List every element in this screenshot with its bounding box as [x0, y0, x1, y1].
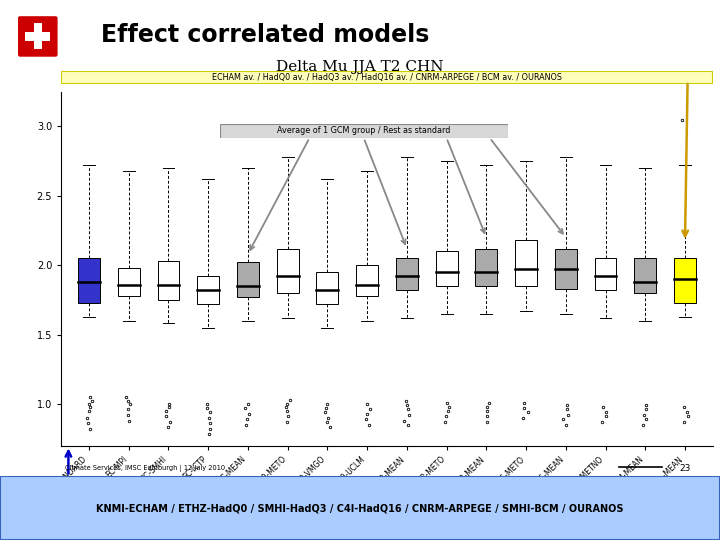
Text: KNMI-ECHAM / ETHZ-HadQ0 / SMHI-HadQ3 / C4I-HadQ16 / CNRM-ARPEGE / SMHI-BCM / OUR: KNMI-ECHAM / ETHZ-HadQ0 / SMHI-HadQ3 / C… — [96, 503, 624, 513]
Bar — [555, 248, 577, 289]
Bar — [276, 248, 299, 293]
Bar — [197, 276, 219, 304]
Bar — [634, 258, 656, 293]
Bar — [78, 258, 100, 302]
Bar — [317, 272, 338, 304]
Text: Effect correlated models: Effect correlated models — [101, 23, 429, 47]
FancyBboxPatch shape — [18, 16, 58, 57]
Bar — [475, 248, 498, 286]
Bar — [25, 32, 50, 40]
Bar — [674, 258, 696, 302]
Bar — [436, 251, 457, 286]
Bar — [237, 262, 259, 297]
Bar — [356, 265, 378, 296]
Bar — [515, 240, 537, 286]
Bar — [595, 258, 616, 290]
Text: Climate Services, IMSC Edinburgh | 12 July 2010: Climate Services, IMSC Edinburgh | 12 Ju… — [65, 465, 225, 471]
Text: Delta Mu JJA T2 CHN: Delta Mu JJA T2 CHN — [276, 60, 444, 75]
Text: ECHAM av. / HadQ0 av. / HadQ3 av. / HadQ16 av. / CNRM-ARPEGE / BCM av. / OURANOS: ECHAM av. / HadQ0 av. / HadQ3 av. / HadQ… — [212, 73, 562, 82]
Text: Average of 1 GCM group / Rest as standard: Average of 1 GCM group / Rest as standar… — [277, 126, 450, 135]
Bar — [158, 261, 179, 300]
Bar — [396, 258, 418, 290]
Bar — [118, 268, 140, 296]
Bar — [34, 23, 42, 50]
Text: 23: 23 — [680, 464, 691, 472]
